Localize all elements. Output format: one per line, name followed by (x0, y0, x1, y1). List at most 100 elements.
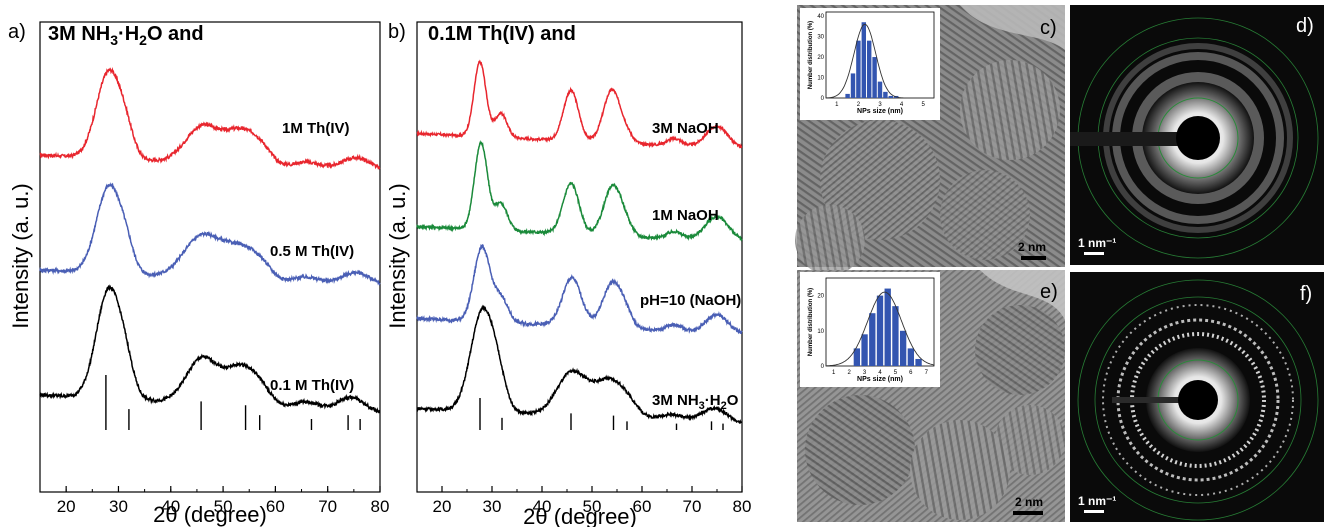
inset-c-x-tick-1: 1 (835, 102, 839, 108)
panel-b: b) 0.1M Th(IV) and 20 30 40 50 60 70 80 2θ (de… (385, 21, 751, 527)
inset-e-histogram: 1 2 3 4 5 6 7 0 10 20 NPs size (nm) Number distribu… (808, 277, 935, 383)
series-label-0-1m: 0.1 M Th(IV) (270, 377, 354, 394)
scale-label-e: 2 nm (1015, 495, 1043, 509)
panel-b-series (416, 59, 743, 425)
panel-f-saed: f) 1 nm⁻¹ (1070, 272, 1324, 522)
inset-c-histogram: 1 2 3 4 5 0 10 20 30 40 NPs size (nm) Number distri… (808, 11, 935, 115)
a-tick-label-70: 70 (318, 497, 337, 516)
inset-e-x-tick-4: 4 (878, 370, 882, 376)
panel-c-letter: c) (1040, 17, 1057, 39)
panel-b-x-label: 2θ (degree) (523, 504, 637, 527)
inset-c-y-tick-20: 20 (817, 55, 824, 61)
inset-e-bar-5 (892, 306, 899, 366)
inset-c-bar-2 (856, 40, 861, 98)
panel-d-letter: d) (1296, 15, 1314, 37)
inset-c-y-tick-40: 40 (817, 14, 824, 20)
inset-e-x-label: NPs size (nm) (857, 376, 903, 383)
inset-e-bar-7 (907, 348, 915, 366)
panel-e-tem: 1 2 3 4 5 6 7 0 10 20 NPs size (nm) Number distribu… (797, 270, 1065, 522)
scale-bar-d (1084, 252, 1104, 255)
inset-e-x-tick-1: 1 (832, 370, 836, 376)
inset-e-bar-8 (915, 358, 922, 366)
a-series-line-0 (39, 67, 381, 170)
b-tick-label-70: 70 (683, 497, 702, 516)
inset-e-fit-curve (826, 291, 935, 367)
a-tick-label-60: 60 (266, 497, 285, 516)
b-series-line-0 (416, 59, 743, 149)
inset-c-x-tick-5: 5 (922, 102, 926, 108)
inset-c-bar-0 (845, 93, 850, 98)
panel-a-reference-lines (105, 375, 361, 430)
inset-e-x-tick-3: 3 (863, 370, 867, 376)
b-series-line-3 (416, 304, 743, 425)
panel-a-x-label: 2θ (degree) (153, 502, 267, 527)
panel-b-x-axis: 20 30 40 50 60 70 80 (416, 486, 752, 516)
inset-c-x-tick-3: 3 (878, 102, 882, 108)
a-tick-label-40: 40 (161, 497, 180, 516)
inset-e-y-tick-20: 20 (817, 294, 824, 300)
series-label-1m: 1M Th(IV) (282, 120, 350, 137)
inset-e-x-tick-7: 7 (925, 370, 929, 376)
inset-c-bar-4 (866, 40, 872, 98)
inset-e-y-tick-10: 10 (817, 329, 824, 335)
inset-c-y-tick-10: 10 (817, 76, 824, 82)
a-series-line-2 (39, 284, 381, 414)
inset-e-bar-3 (876, 295, 884, 366)
series-label-ph10: pH=10 (NaOH) (640, 292, 741, 309)
panel-b-title: 0.1M Th(IV) and (428, 23, 576, 45)
panel-b-reference-lines (479, 398, 724, 430)
inset-c-bar-1 (850, 73, 856, 98)
inset-c-bar-7 (883, 91, 888, 98)
inset-e-bar-4 (884, 288, 891, 366)
panel-a-x-axis: 20 30 40 50 60 70 80 (39, 486, 390, 516)
inset-c-bar-8 (888, 95, 894, 98)
inset-e-bar-6 (899, 330, 907, 366)
b-tick-label-60: 60 (633, 497, 652, 516)
panel-a-title: 3M NH3·H2O and (48, 23, 204, 48)
scale-bar-e (1013, 511, 1043, 515)
scale-bar-f (1084, 510, 1104, 513)
panel-e-letter: e) (1040, 281, 1058, 303)
inset-e-y-tick-0: 0 (821, 364, 825, 370)
inset-e-x-tick-5: 5 (894, 370, 898, 376)
b-tick-label-80: 80 (733, 497, 752, 516)
panel-b-frame (416, 21, 743, 493)
panel-c-tem: 1 2 3 4 5 0 10 20 30 40 NPs size (nm) Number distri… (795, 5, 1065, 275)
panel-b-letter: b) (388, 21, 406, 43)
inset-e-x-tick-2: 2 (847, 370, 851, 376)
series-label-3m-nh3: 3M NH3·H2O (652, 392, 739, 412)
inset-c-fit-curve (825, 23, 934, 99)
series-label-0-5m: 0.5 M Th(IV) (270, 243, 354, 260)
inset-c-y-tick-0: 0 (821, 96, 825, 102)
inset-c-x-label: NPs size (nm) (857, 108, 903, 115)
panel-a-series (39, 67, 381, 414)
panel-a-frame (39, 21, 381, 493)
inset-c-y-label: Number distribution (%) (808, 21, 814, 89)
panel-a: a) 3M NH3·H2O and 20 30 40 50 60 70 80 2θ (deg… (8, 21, 389, 527)
panel-f-letter: f) (1300, 283, 1312, 305)
scale-bar-c (1021, 256, 1046, 260)
b-tick-label-20: 20 (433, 497, 452, 516)
panel-a-y-label: Intensity (a. u.) (8, 183, 33, 329)
scale-label-c: 2 nm (1018, 240, 1046, 254)
inset-c-bar-3 (861, 22, 867, 98)
b-tick-label-30: 30 (483, 497, 502, 516)
a-series-line-1 (39, 182, 381, 287)
panel-d-saed: d) 1 nm⁻¹ (1070, 5, 1324, 265)
series-label-1m-naoh: 1M NaOH (652, 207, 719, 224)
inset-e-bar-0 (853, 348, 861, 366)
inset-c-y-tick-30: 30 (817, 35, 824, 41)
inset-e-bar-1 (861, 334, 868, 366)
inset-c-bar-6 (877, 81, 883, 98)
b-tick-label-50: 50 (583, 497, 602, 516)
b-series-line-2 (416, 243, 743, 335)
a-tick-label-80: 80 (371, 497, 390, 516)
a-tick-label-50: 50 (214, 497, 233, 516)
scale-label-f: 1 nm⁻¹ (1078, 494, 1116, 508)
scale-label-d: 1 nm⁻¹ (1078, 236, 1116, 250)
series-label-3m-naoh: 3M NaOH (652, 120, 719, 137)
a-tick-label-20: 20 (57, 497, 76, 516)
b-series-line-1 (416, 140, 743, 242)
inset-e-x-tick-6: 6 (909, 370, 913, 376)
